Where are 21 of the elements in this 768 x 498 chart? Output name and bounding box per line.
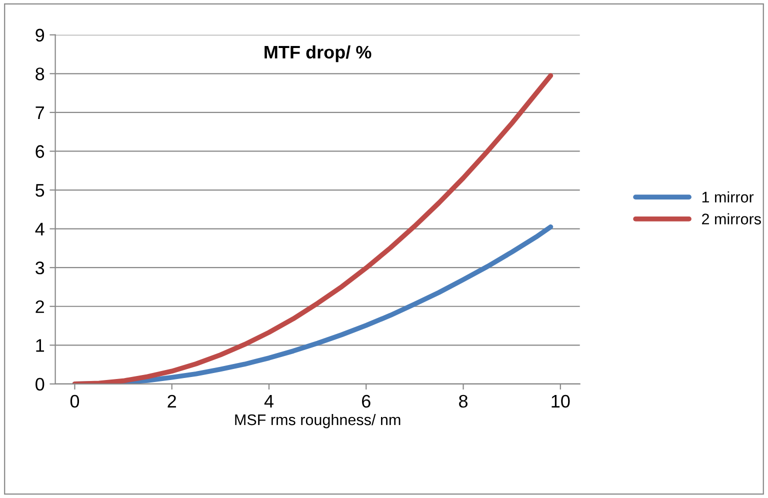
y-tick-label: 1 — [36, 339, 44, 352]
y-tick-label: 7 — [36, 106, 44, 119]
text: MTF drop/ % — [264, 45, 372, 62]
y-tick-label: 0 — [36, 378, 44, 391]
y-tick-label: 4 — [35, 222, 44, 236]
x-tick-label: 4 — [264, 395, 274, 408]
x-axis-title: MSF rms roughness/ nm — [235, 414, 400, 428]
y-tick-label: 8 — [36, 68, 44, 80]
x-tick-label: 6 — [362, 394, 370, 408]
line-series — [72, 73, 554, 384]
y-tick-label: 3 — [36, 262, 44, 274]
y-tick-label: 2 — [36, 300, 44, 313]
y-tick-label: 6 — [36, 145, 44, 158]
y-tick-label: 9 — [36, 28, 44, 42]
x-tick-label: 8 — [459, 394, 468, 408]
legend-label: 2 mirrors — [702, 213, 761, 224]
legend-label: 1 mirror — [702, 191, 754, 203]
y-tick-label: 5 — [36, 184, 44, 197]
x-tick-label: 2 — [168, 394, 176, 408]
x-tick-label: 10 — [552, 394, 570, 408]
x-tick-label: 0 — [70, 394, 80, 408]
